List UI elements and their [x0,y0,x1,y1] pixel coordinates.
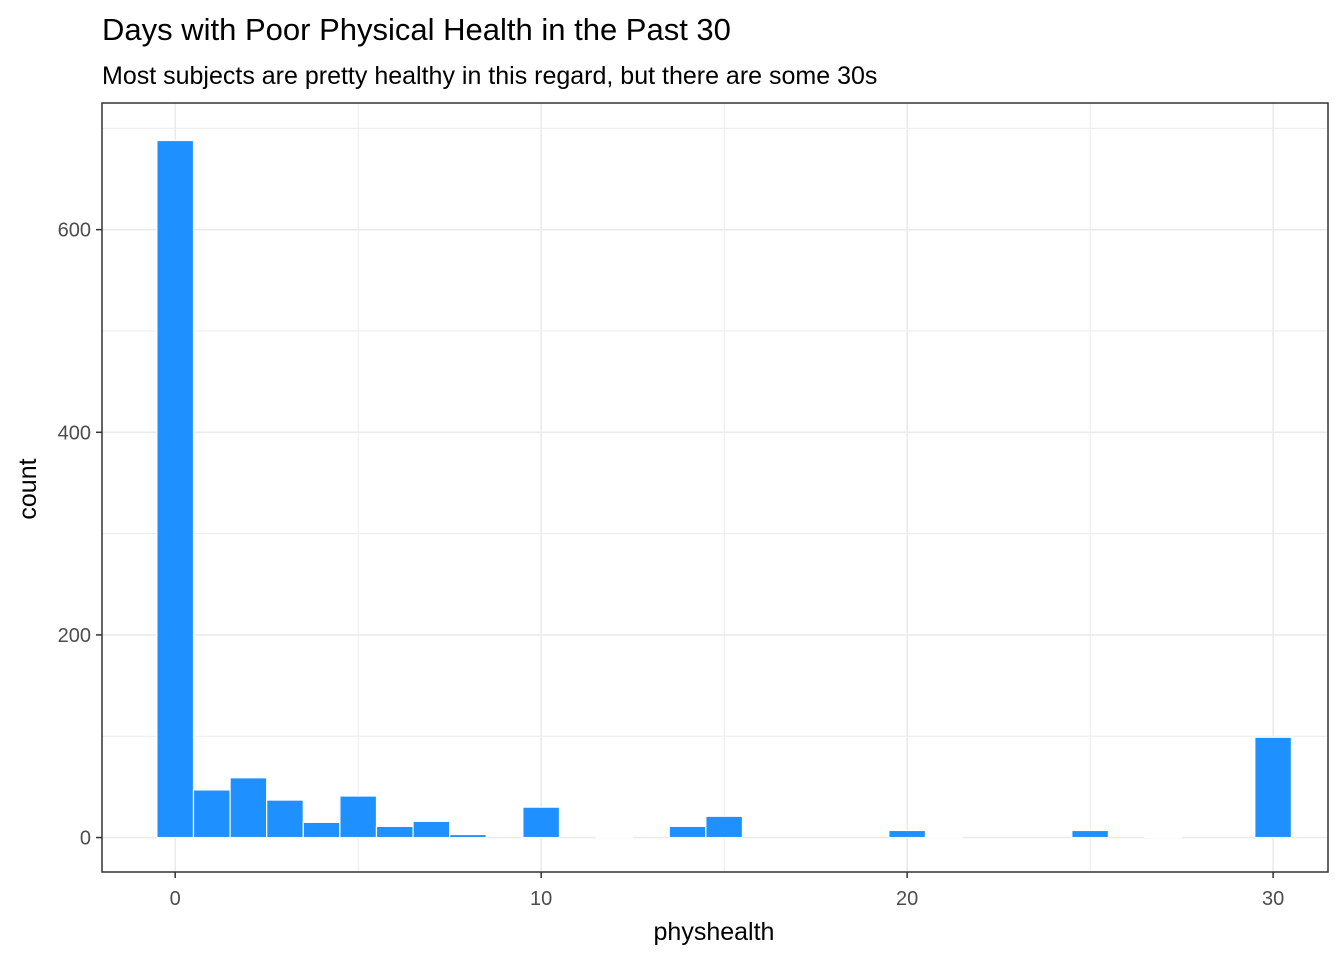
chart-title: Days with Poor Physical Health in the Pa… [102,12,731,47]
y-tick-label: 600 [58,220,91,242]
histogram-bar [1071,829,1110,839]
panel-border [101,102,1329,873]
plot-panel [101,102,1329,873]
histogram-bar [888,829,927,839]
x-tick-label: 20 [896,888,918,910]
histogram-bar [924,835,963,839]
minor-gridlines [102,103,1328,872]
chart-subtitle: Most subjects are pretty healthy in this… [102,62,877,90]
histogram-bar [1144,835,1183,839]
y-tick-label: 200 [58,625,91,647]
histogram-bar [192,789,231,839]
histogram-bar [595,835,634,839]
histogram-bar [705,815,744,839]
histogram-bar [1254,736,1293,839]
histogram-bar [229,777,268,839]
histogram-bar [449,833,487,839]
histogram-bar [375,825,414,839]
histogram-bar [302,821,341,839]
y-axis-label: count [14,458,42,519]
x-tick-label: 10 [530,888,552,910]
histogram-bar [266,799,304,839]
panel-background [102,103,1328,872]
histogram-bar [156,139,195,839]
y-tick-label: 0 [80,828,91,850]
x-tick-label: 0 [170,888,181,910]
histogram-bars [156,139,1293,839]
x-axis-label: physhealth [654,918,775,946]
histogram-bar [339,795,378,839]
histogram-bar [412,820,451,839]
x-axis: 0 10 20 30 [170,872,1284,910]
histogram-bar [522,806,561,839]
y-axis: 0 200 400 600 [58,220,102,850]
x-tick-label: 30 [1262,888,1284,910]
y-tick-label: 400 [58,422,91,444]
histogram-bar [668,825,707,839]
